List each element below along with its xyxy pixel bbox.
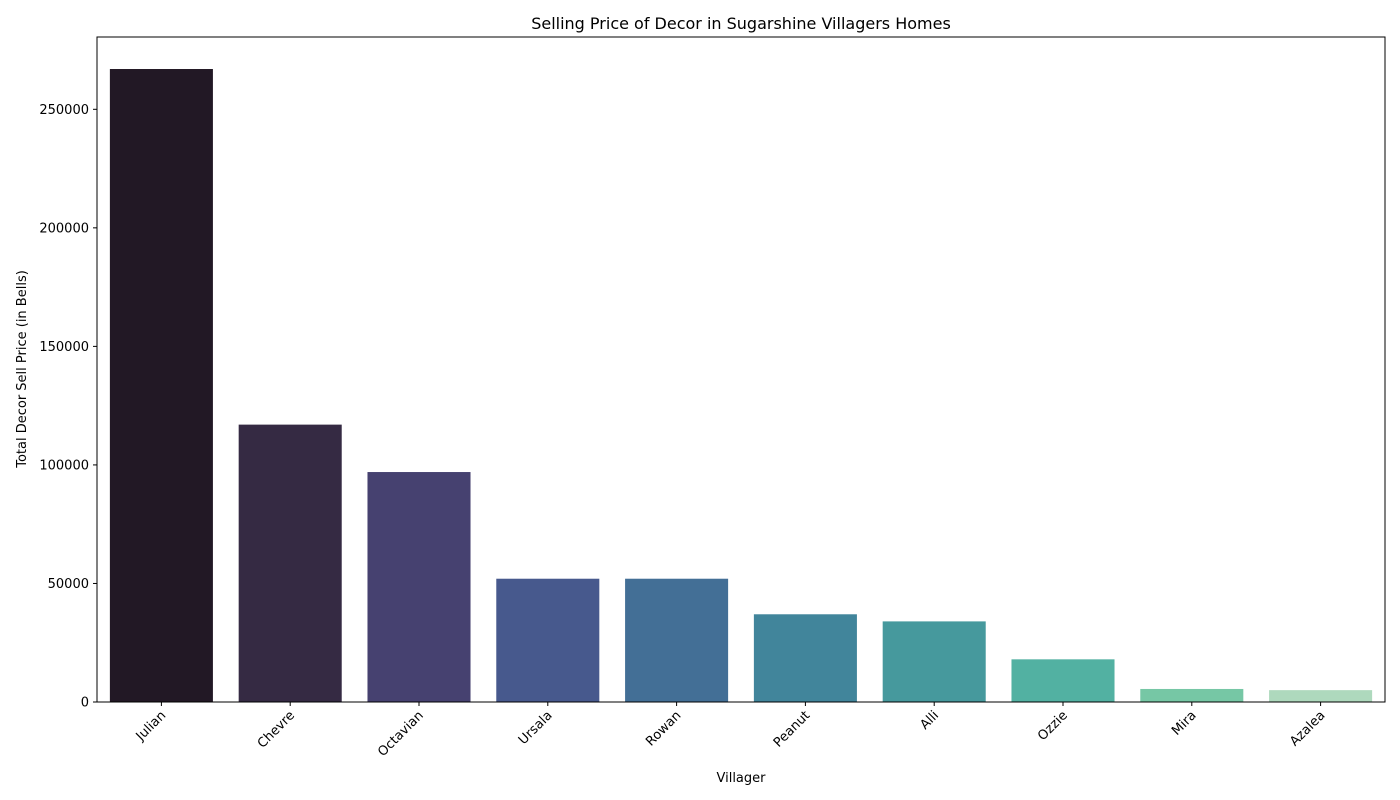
- x-tick-label: Alli: [917, 708, 942, 733]
- x-tick-label: Azalea: [1287, 708, 1328, 749]
- bar-rowan: [625, 578, 729, 702]
- bar-ursala: [496, 578, 600, 702]
- y-tick-label: 0: [81, 696, 89, 711]
- x-tick-label: Julian: [133, 708, 169, 744]
- x-tick-label: Ursala: [516, 708, 556, 748]
- x-tick-label: Chevre: [255, 708, 298, 751]
- plot-frame: [96, 36, 1386, 703]
- x-axis-title: Villager: [716, 771, 766, 786]
- bar-octavian: [367, 472, 471, 702]
- plot-area: [109, 69, 1373, 702]
- bar-ozzie: [1011, 659, 1115, 702]
- bar-peanut: [753, 614, 857, 702]
- y-tick-label: 150000: [39, 340, 89, 355]
- y-tick-label: 100000: [39, 458, 89, 473]
- y-axis: 0 50000 100000 150000 200000 250000: [39, 103, 97, 711]
- y-tick-label: 50000: [48, 577, 89, 592]
- bar-julian: [109, 69, 213, 702]
- bar-chevre: [238, 424, 342, 702]
- x-tick-label: Peanut: [771, 708, 813, 750]
- x-tick-label: Rowan: [643, 708, 684, 749]
- y-tick-label: 250000: [39, 103, 89, 118]
- x-axis: Julian Chevre Octavian Ursala Rowan Peanut All…: [133, 702, 1328, 760]
- y-tick-label: 200000: [39, 221, 89, 236]
- x-tick-label: Ozzie: [1035, 708, 1071, 744]
- x-tick-label: Mira: [1169, 708, 1200, 739]
- x-tick-label: Octavian: [375, 708, 427, 760]
- y-axis-title: Total Decor Sell Price (in Bells): [15, 270, 30, 469]
- bar-azalea: [1269, 690, 1373, 702]
- bar-alli: [882, 621, 986, 702]
- bar-mira: [1140, 688, 1244, 702]
- chart-title: Selling Price of Decor in Sugarshine Vil…: [531, 14, 951, 33]
